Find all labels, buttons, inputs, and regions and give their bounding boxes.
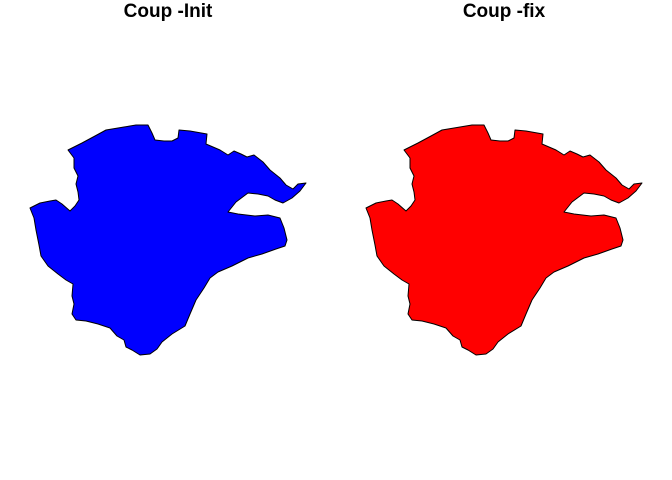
panel-title-init: Coup -Init (123, 1, 213, 22)
panel-title-fix: Coup -fix (462, 1, 546, 22)
map-panel-fix: Coup -fix (336, 0, 672, 480)
region-polygon-fix (365, 124, 643, 356)
map-fix (365, 124, 643, 356)
region-polygon-init (29, 124, 307, 356)
map-init (29, 124, 307, 356)
map-panel-init: Coup -Init (29, 1, 307, 356)
